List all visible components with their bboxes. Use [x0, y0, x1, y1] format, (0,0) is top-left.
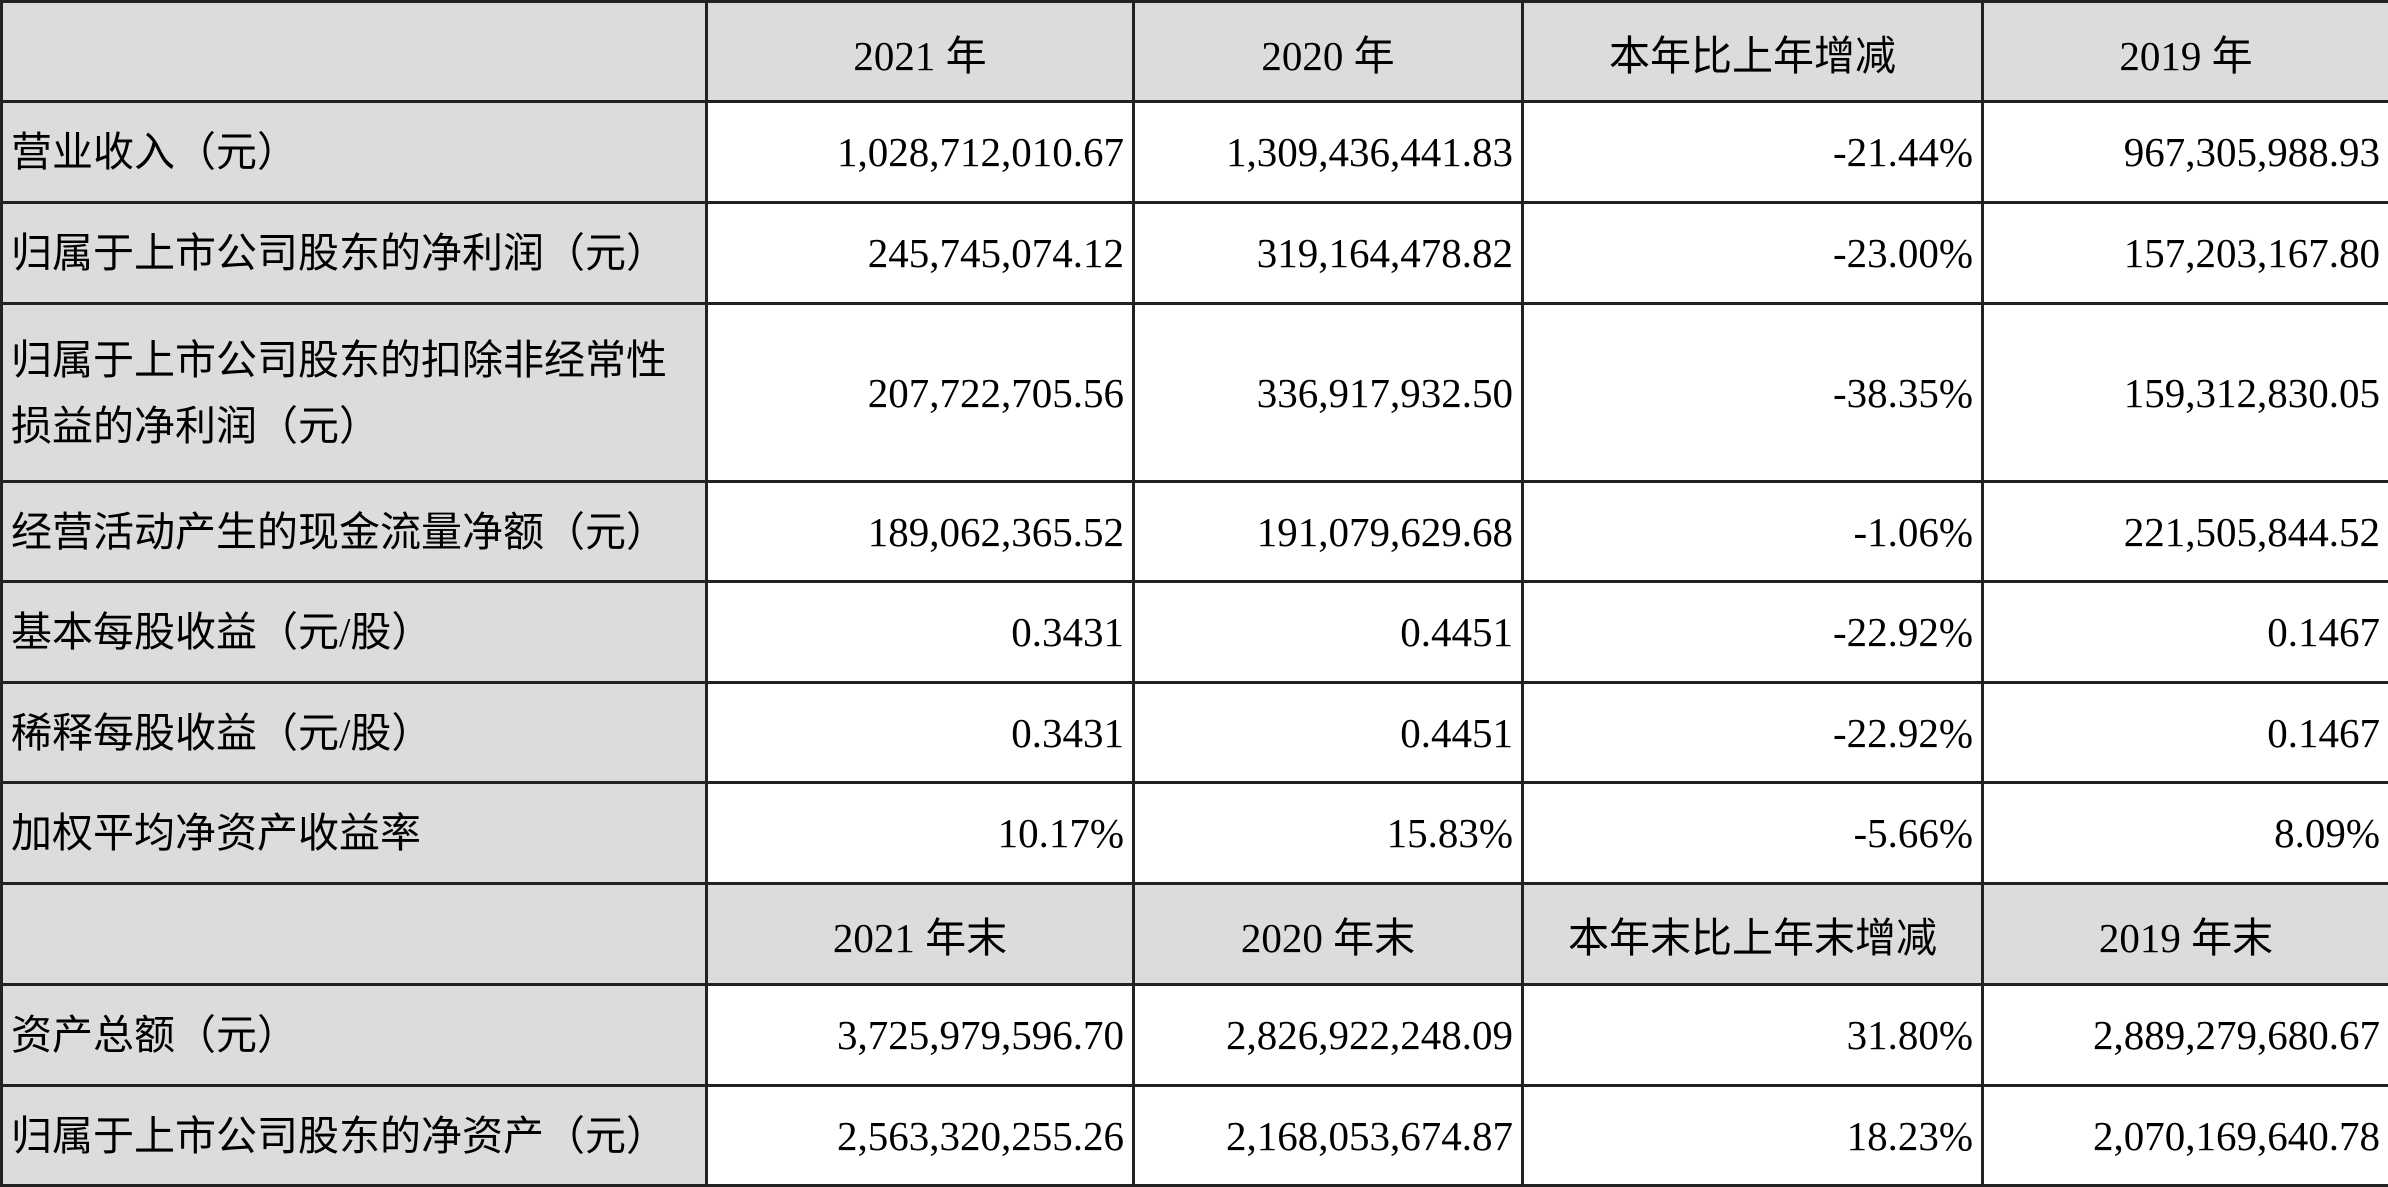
table-cell: 0.3431	[707, 683, 1134, 783]
table-cell: -22.92%	[1523, 582, 1983, 683]
table-cell: -5.66%	[1523, 783, 1983, 884]
table-cell: 157,203,167.80	[1983, 203, 2388, 304]
table-cell: 0.4451	[1134, 683, 1523, 783]
table-cell: 0.3431	[707, 582, 1134, 683]
row-label: 归属于上市公司股东的净资产（元）	[2, 1086, 707, 1186]
table-cell: 2,889,279,680.67	[1983, 985, 2388, 1086]
table-cell: 336,917,932.50	[1134, 304, 1523, 482]
column-header: 2020 年	[1134, 2, 1523, 102]
table-cell: 3,725,979,596.70	[707, 985, 1134, 1086]
table-cell: 0.1467	[1983, 582, 2388, 683]
table-cell: 2,070,169,640.78	[1983, 1086, 2388, 1186]
table-cell: 245,745,074.12	[707, 203, 1134, 304]
table-cell: 10.17%	[707, 783, 1134, 884]
table-cell: 1,309,436,441.83	[1134, 102, 1523, 203]
table-cell: -23.00%	[1523, 203, 1983, 304]
table-cell: 0.1467	[1983, 683, 2388, 783]
row-label: 稀释每股收益（元/股）	[2, 683, 707, 783]
row-label: 资产总额（元）	[2, 985, 707, 1086]
table-cell: -1.06%	[1523, 482, 1983, 582]
table-cell: 8.09%	[1983, 783, 2388, 884]
row-label: 基本每股收益（元/股）	[2, 582, 707, 683]
row-label: 营业收入（元）	[2, 102, 707, 203]
table-cell: 15.83%	[1134, 783, 1523, 884]
table-cell: 967,305,988.93	[1983, 102, 2388, 203]
table-cell: 2,826,922,248.09	[1134, 985, 1523, 1086]
column-header: 2021 年末	[707, 884, 1134, 985]
row-label: 归属于上市公司股东的扣除非经常性损益的净利润（元）	[2, 304, 707, 482]
table-cell: 2,168,053,674.87	[1134, 1086, 1523, 1186]
row-label: 加权平均净资产收益率	[2, 783, 707, 884]
column-header: 本年末比上年末增减	[1523, 884, 1983, 985]
table-cell: 31.80%	[1523, 985, 1983, 1086]
table-cell: -38.35%	[1523, 304, 1983, 482]
table-cell: 0.4451	[1134, 582, 1523, 683]
column-header: 2019 年末	[1983, 884, 2388, 985]
column-header	[2, 884, 707, 985]
column-header: 2021 年	[707, 2, 1134, 102]
table-cell: 319,164,478.82	[1134, 203, 1523, 304]
row-label: 经营活动产生的现金流量净额（元）	[2, 482, 707, 582]
table-cell: -21.44%	[1523, 102, 1983, 203]
table-cell: 191,079,629.68	[1134, 482, 1523, 582]
column-header: 本年比上年增减	[1523, 2, 1983, 102]
table-cell: 221,505,844.52	[1983, 482, 2388, 582]
column-header	[2, 2, 707, 102]
table-cell: 1,028,712,010.67	[707, 102, 1134, 203]
table-cell: 159,312,830.05	[1983, 304, 2388, 482]
table-cell: -22.92%	[1523, 683, 1983, 783]
table-cell: 207,722,705.56	[707, 304, 1134, 482]
column-header: 2019 年	[1983, 2, 2388, 102]
table-cell: 18.23%	[1523, 1086, 1983, 1186]
table-cell: 2,563,320,255.26	[707, 1086, 1134, 1186]
column-header: 2020 年末	[1134, 884, 1523, 985]
row-label: 归属于上市公司股东的净利润（元）	[2, 203, 707, 304]
table-cell: 189,062,365.52	[707, 482, 1134, 582]
